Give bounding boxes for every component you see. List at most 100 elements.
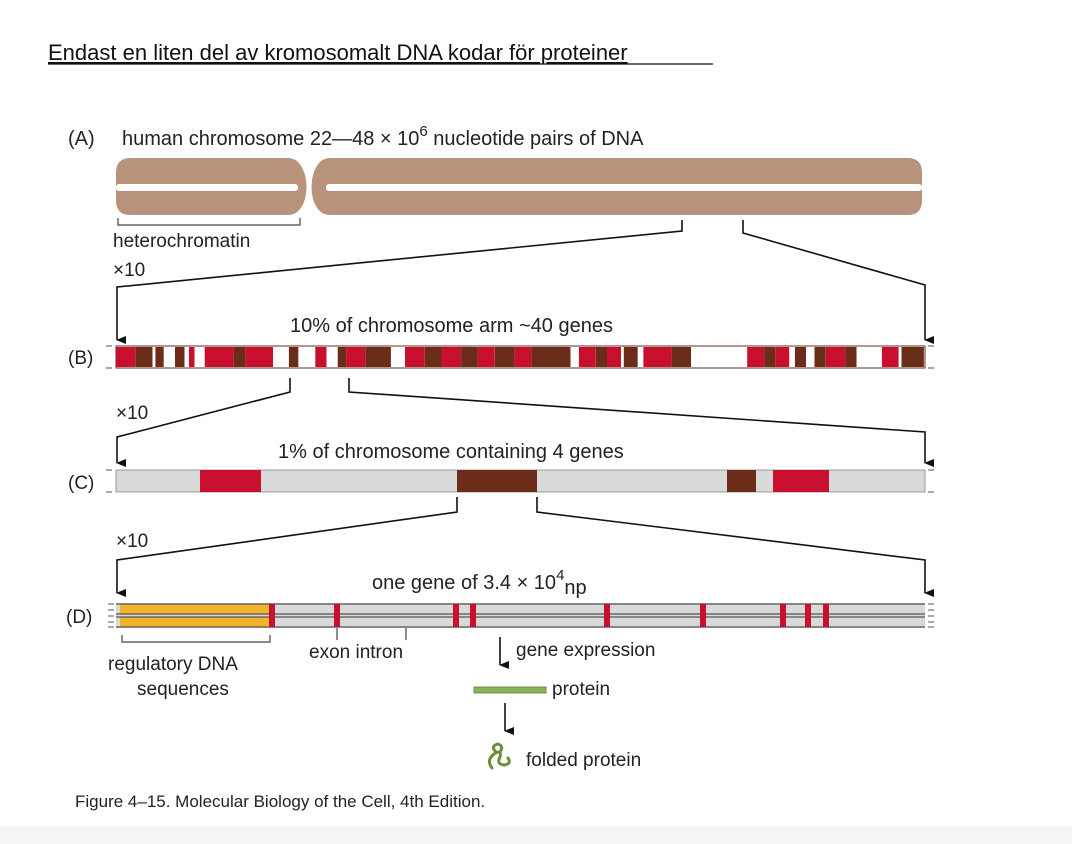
gene-segment xyxy=(315,347,327,367)
gene-segment xyxy=(405,347,425,367)
panel-c-letter: (C) xyxy=(68,473,94,494)
gene-segment xyxy=(441,347,462,367)
folded-protein-icon xyxy=(487,742,511,770)
non-gene-segment xyxy=(194,347,205,367)
zoom-b-label: ×10 xyxy=(116,403,148,424)
gene-2 xyxy=(457,470,537,492)
panel-d-caption: one gene of 3.4 × 104np xyxy=(372,567,587,599)
non-gene-segment xyxy=(570,347,579,367)
zoom-line-b-right xyxy=(348,378,934,467)
gene-segment xyxy=(116,347,136,367)
non-gene-segment xyxy=(856,347,882,367)
heterochromatin-label: heterochromatin xyxy=(113,231,250,252)
exon xyxy=(823,604,829,627)
folded-protein-label: folded protein xyxy=(526,750,641,771)
non-gene-segment xyxy=(727,347,748,367)
gene-dna-double-strand xyxy=(116,603,925,628)
bottom-band xyxy=(0,826,1072,844)
page-title: Endast en liten del av kromosomalt DNA k… xyxy=(48,40,628,65)
non-gene-segment xyxy=(184,347,189,367)
non-gene-segment xyxy=(391,347,405,367)
gene-segment xyxy=(901,347,924,367)
exon xyxy=(604,604,610,627)
gene-1 xyxy=(200,470,261,492)
gene-segment xyxy=(245,347,274,367)
exon xyxy=(780,604,786,627)
zoom-line-a-right xyxy=(742,220,934,344)
exon xyxy=(700,604,706,627)
non-gene-segment xyxy=(898,347,902,367)
gene-segment xyxy=(623,347,638,367)
non-gene-segment xyxy=(789,347,795,367)
zoom-a-label: ×10 xyxy=(113,260,145,281)
non-gene-segment xyxy=(637,347,644,367)
zoom-line-c-right xyxy=(536,497,934,597)
gene-segment xyxy=(607,347,621,367)
zoom-line-a-left xyxy=(116,220,683,344)
gene-segment xyxy=(845,347,857,367)
exon xyxy=(470,604,476,627)
chromosome-22 xyxy=(116,158,922,215)
gene-segment xyxy=(135,347,153,367)
panel-d-ticks xyxy=(108,603,934,628)
gene-segment xyxy=(881,347,899,367)
non-gene-segment xyxy=(298,347,316,367)
gene-segment xyxy=(337,347,347,367)
gene-segment xyxy=(233,347,246,367)
gene-segment xyxy=(595,347,607,367)
non-gene-segment xyxy=(621,347,624,367)
gene-segment xyxy=(531,347,571,367)
non-gene-segment xyxy=(691,347,728,367)
non-gene-segment xyxy=(326,347,338,367)
panel-c-ticks xyxy=(106,469,934,493)
panel-b-caption: 10% of chromosome arm ~40 genes xyxy=(290,315,613,337)
regulatory-bracket xyxy=(121,635,271,643)
gene-segment xyxy=(424,347,442,367)
gene-segment xyxy=(189,347,195,367)
figure-caption: Figure 4–15. Molecular Biology of the Ce… xyxy=(75,792,485,811)
protein-label: protein xyxy=(552,679,610,700)
gene-segment xyxy=(671,347,692,367)
gene-segment xyxy=(477,347,495,367)
gene-segment xyxy=(643,347,672,367)
gene-segment xyxy=(514,347,532,367)
gene-4 xyxy=(773,470,829,492)
regulatory-region-lower xyxy=(120,617,272,627)
exon xyxy=(334,604,340,627)
non-gene-segment xyxy=(152,347,156,367)
protein-chain xyxy=(473,686,547,694)
zoom-line-b-left xyxy=(116,378,291,467)
panel-b-letter: (B) xyxy=(68,348,93,369)
gene-expression-label: gene expression xyxy=(516,640,655,661)
panel-b-ticks xyxy=(106,345,934,369)
four-gene-bar xyxy=(115,469,926,493)
non-gene-segment xyxy=(163,347,175,367)
exon xyxy=(453,604,459,627)
gene-segment xyxy=(814,347,826,367)
zoom-c-label: ×10 xyxy=(116,531,148,552)
gene-segment xyxy=(825,347,846,367)
heterochromatin-bracket xyxy=(117,218,301,226)
gene-3 xyxy=(727,470,756,492)
gene-segment xyxy=(155,347,164,367)
panel-c-caption: 1% of chromosome containing 4 genes xyxy=(278,441,624,463)
gene-segment xyxy=(346,347,366,367)
gene-segment xyxy=(204,347,234,367)
panel-a-caption: human chromosome 22—48 × 106 nucleotide … xyxy=(122,123,644,150)
gene-segment xyxy=(578,347,596,367)
exon-intron-label: exon intron xyxy=(309,642,403,663)
gene-segment xyxy=(747,347,764,367)
gene-segment xyxy=(175,347,185,367)
gene-segment xyxy=(764,347,776,367)
regulatory-label-line1: regulatory DNA xyxy=(108,654,238,675)
panel-a-letter: (A) xyxy=(68,128,95,150)
regulatory-region xyxy=(120,604,272,614)
exon xyxy=(805,604,811,627)
gene-segment xyxy=(288,347,299,367)
zoom-line-c-left xyxy=(116,497,458,597)
regulatory-label-line2: sequences xyxy=(137,679,229,700)
chromosome-arm-bar xyxy=(115,345,926,369)
non-gene-segment xyxy=(806,347,815,367)
exon xyxy=(269,604,275,627)
